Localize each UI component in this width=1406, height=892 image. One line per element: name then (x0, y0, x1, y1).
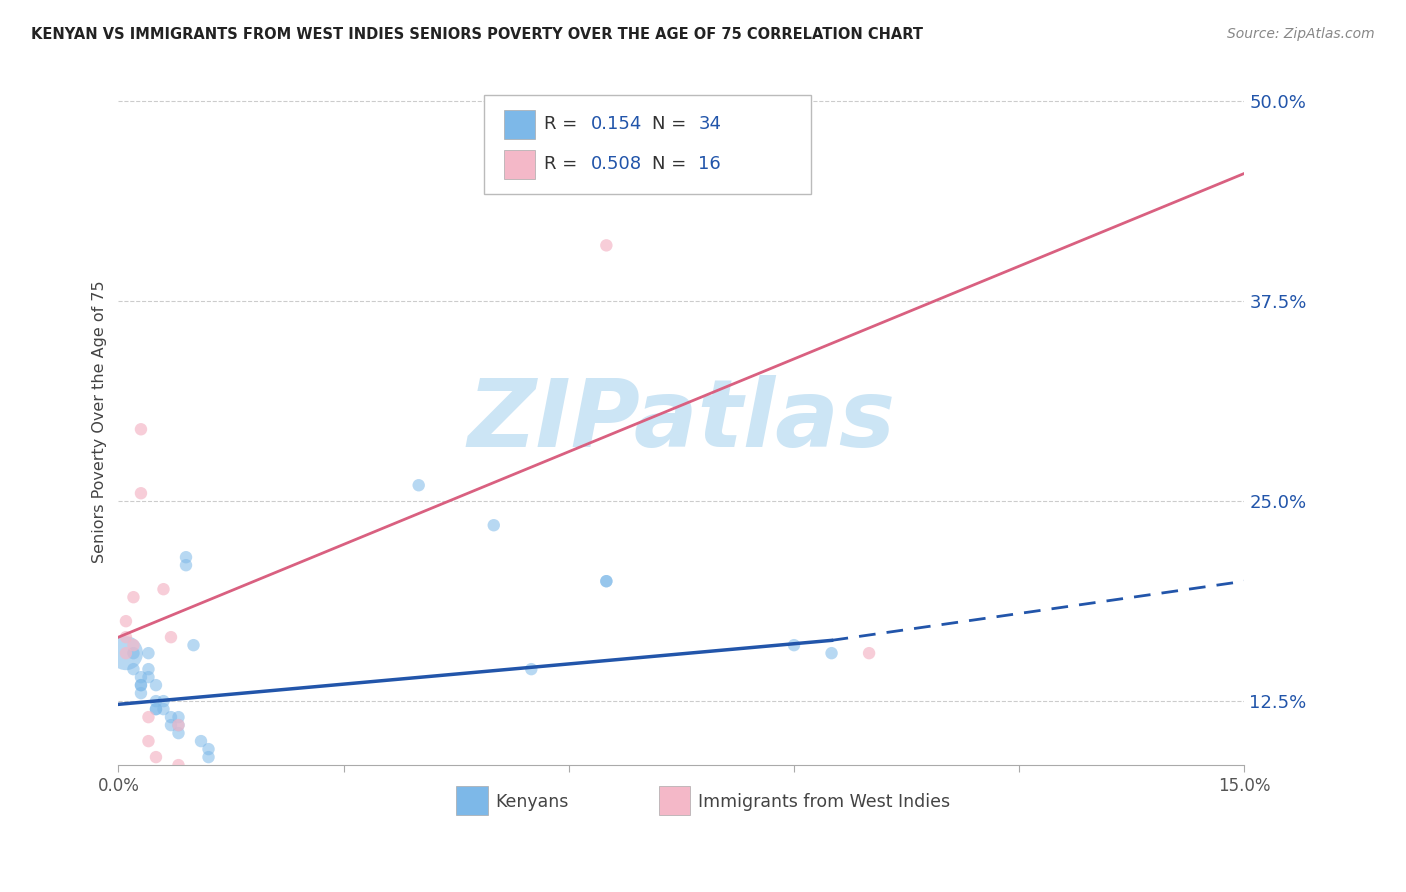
Point (167, 718, 190, 732)
Text: Immigrants from West Indies: Immigrants from West Indies (699, 793, 950, 811)
Point (167, 758, 190, 772)
Text: Kenyans: Kenyans (496, 793, 569, 811)
Point (783, 638, 806, 652)
FancyBboxPatch shape (659, 786, 690, 814)
Point (138, 670, 160, 684)
Point (482, 518, 505, 533)
Point (190, 734, 212, 748)
Point (595, 238, 617, 252)
Point (174, 550, 197, 565)
Y-axis label: Seniors Poverty Over the Age of 75: Seniors Poverty Over the Age of 75 (93, 280, 107, 563)
Point (152, 702, 174, 716)
Point (129, 678, 152, 692)
Point (167, 726, 190, 740)
Point (115, 646, 138, 660)
Point (160, 718, 183, 732)
Text: R =: R = (544, 155, 578, 173)
Point (174, 558, 197, 573)
Point (145, 750, 167, 764)
Point (160, 630, 183, 644)
Text: N =: N = (652, 155, 686, 173)
Point (520, 662, 543, 676)
Point (183, 638, 205, 652)
Point (129, 678, 152, 692)
Point (197, 750, 219, 764)
FancyBboxPatch shape (456, 786, 488, 814)
Point (115, 614, 138, 628)
Point (408, 478, 430, 492)
Point (858, 646, 880, 660)
Point (129, 422, 152, 436)
Text: N =: N = (652, 115, 686, 133)
Point (145, 702, 167, 716)
Point (122, 638, 145, 652)
Text: 0.508: 0.508 (592, 155, 643, 173)
Text: ZIPatlas: ZIPatlas (467, 376, 896, 467)
Point (152, 582, 174, 597)
Text: 34: 34 (699, 115, 721, 133)
Point (595, 574, 617, 589)
Text: 0.154: 0.154 (592, 115, 643, 133)
Point (129, 686, 152, 700)
Point (138, 734, 160, 748)
FancyBboxPatch shape (503, 111, 536, 139)
Text: R =: R = (544, 115, 578, 133)
Point (167, 710, 190, 724)
FancyBboxPatch shape (503, 150, 536, 178)
Point (138, 646, 160, 660)
Point (122, 646, 145, 660)
Point (152, 694, 174, 708)
Point (122, 590, 145, 604)
Point (115, 646, 138, 660)
Point (145, 702, 167, 716)
Point (197, 742, 219, 756)
Point (167, 718, 190, 732)
FancyBboxPatch shape (485, 95, 811, 194)
Point (138, 662, 160, 676)
Point (129, 670, 152, 684)
Point (115, 630, 138, 644)
Point (145, 694, 167, 708)
Point (122, 662, 145, 676)
Point (595, 574, 617, 589)
Text: Source: ZipAtlas.com: Source: ZipAtlas.com (1227, 27, 1375, 41)
Point (138, 710, 160, 724)
Text: 16: 16 (699, 155, 721, 173)
Text: KENYAN VS IMMIGRANTS FROM WEST INDIES SENIORS POVERTY OVER THE AGE OF 75 CORRELA: KENYAN VS IMMIGRANTS FROM WEST INDIES SE… (31, 27, 922, 42)
Point (129, 486, 152, 500)
Point (820, 646, 842, 660)
Point (145, 678, 167, 692)
Point (160, 710, 183, 724)
